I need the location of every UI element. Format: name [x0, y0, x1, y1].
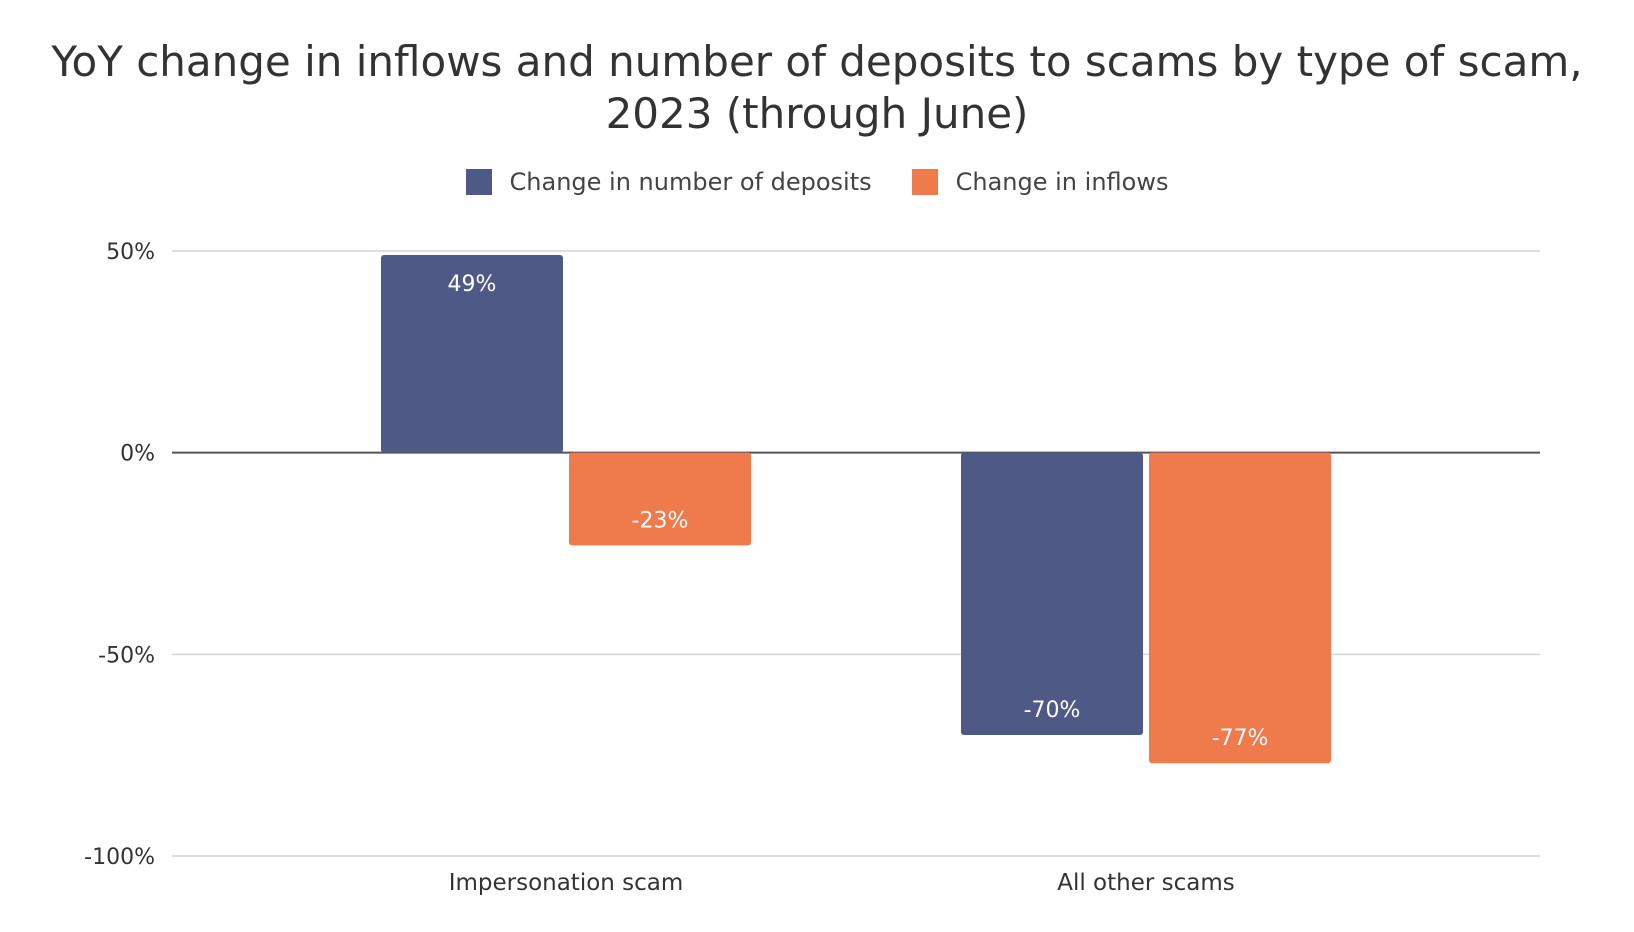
legend-item-deposits: Change in number of deposits — [465, 168, 872, 196]
data-label: -77% — [1212, 726, 1269, 751]
bar-inflows — [1149, 452, 1331, 764]
legend-label-inflows: Change in inflows — [955, 168, 1169, 196]
chart-legend: Change in number of deposits Change in i… — [0, 168, 1634, 196]
x-category-label: All other scams — [1057, 870, 1235, 896]
y-tick-label: -50% — [98, 643, 155, 668]
chart-title: YoY change in inflows and number of depo… — [0, 36, 1634, 140]
legend-swatch-deposits — [465, 169, 492, 195]
legend-label-deposits: Change in number of deposits — [509, 168, 872, 196]
data-label: -70% — [1024, 698, 1081, 723]
legend-item-inflows: Change in inflows — [911, 168, 1169, 196]
bar-deposits — [381, 255, 563, 453]
data-label: 49% — [448, 272, 497, 297]
legend-swatch-inflows — [911, 169, 938, 195]
data-label: -23% — [632, 508, 689, 533]
bar-deposits — [961, 452, 1143, 735]
x-category-label: Impersonation scam — [449, 870, 684, 896]
chart-title-line-2: 2023 (through June) — [605, 89, 1029, 138]
chart-title-line-1: YoY change in inflows and number of depo… — [51, 37, 1583, 86]
y-tick-label: 0% — [120, 442, 155, 467]
y-tick-label: 50% — [106, 240, 155, 265]
y-tick-label: -100% — [84, 845, 155, 870]
bar-inflows — [569, 452, 751, 546]
